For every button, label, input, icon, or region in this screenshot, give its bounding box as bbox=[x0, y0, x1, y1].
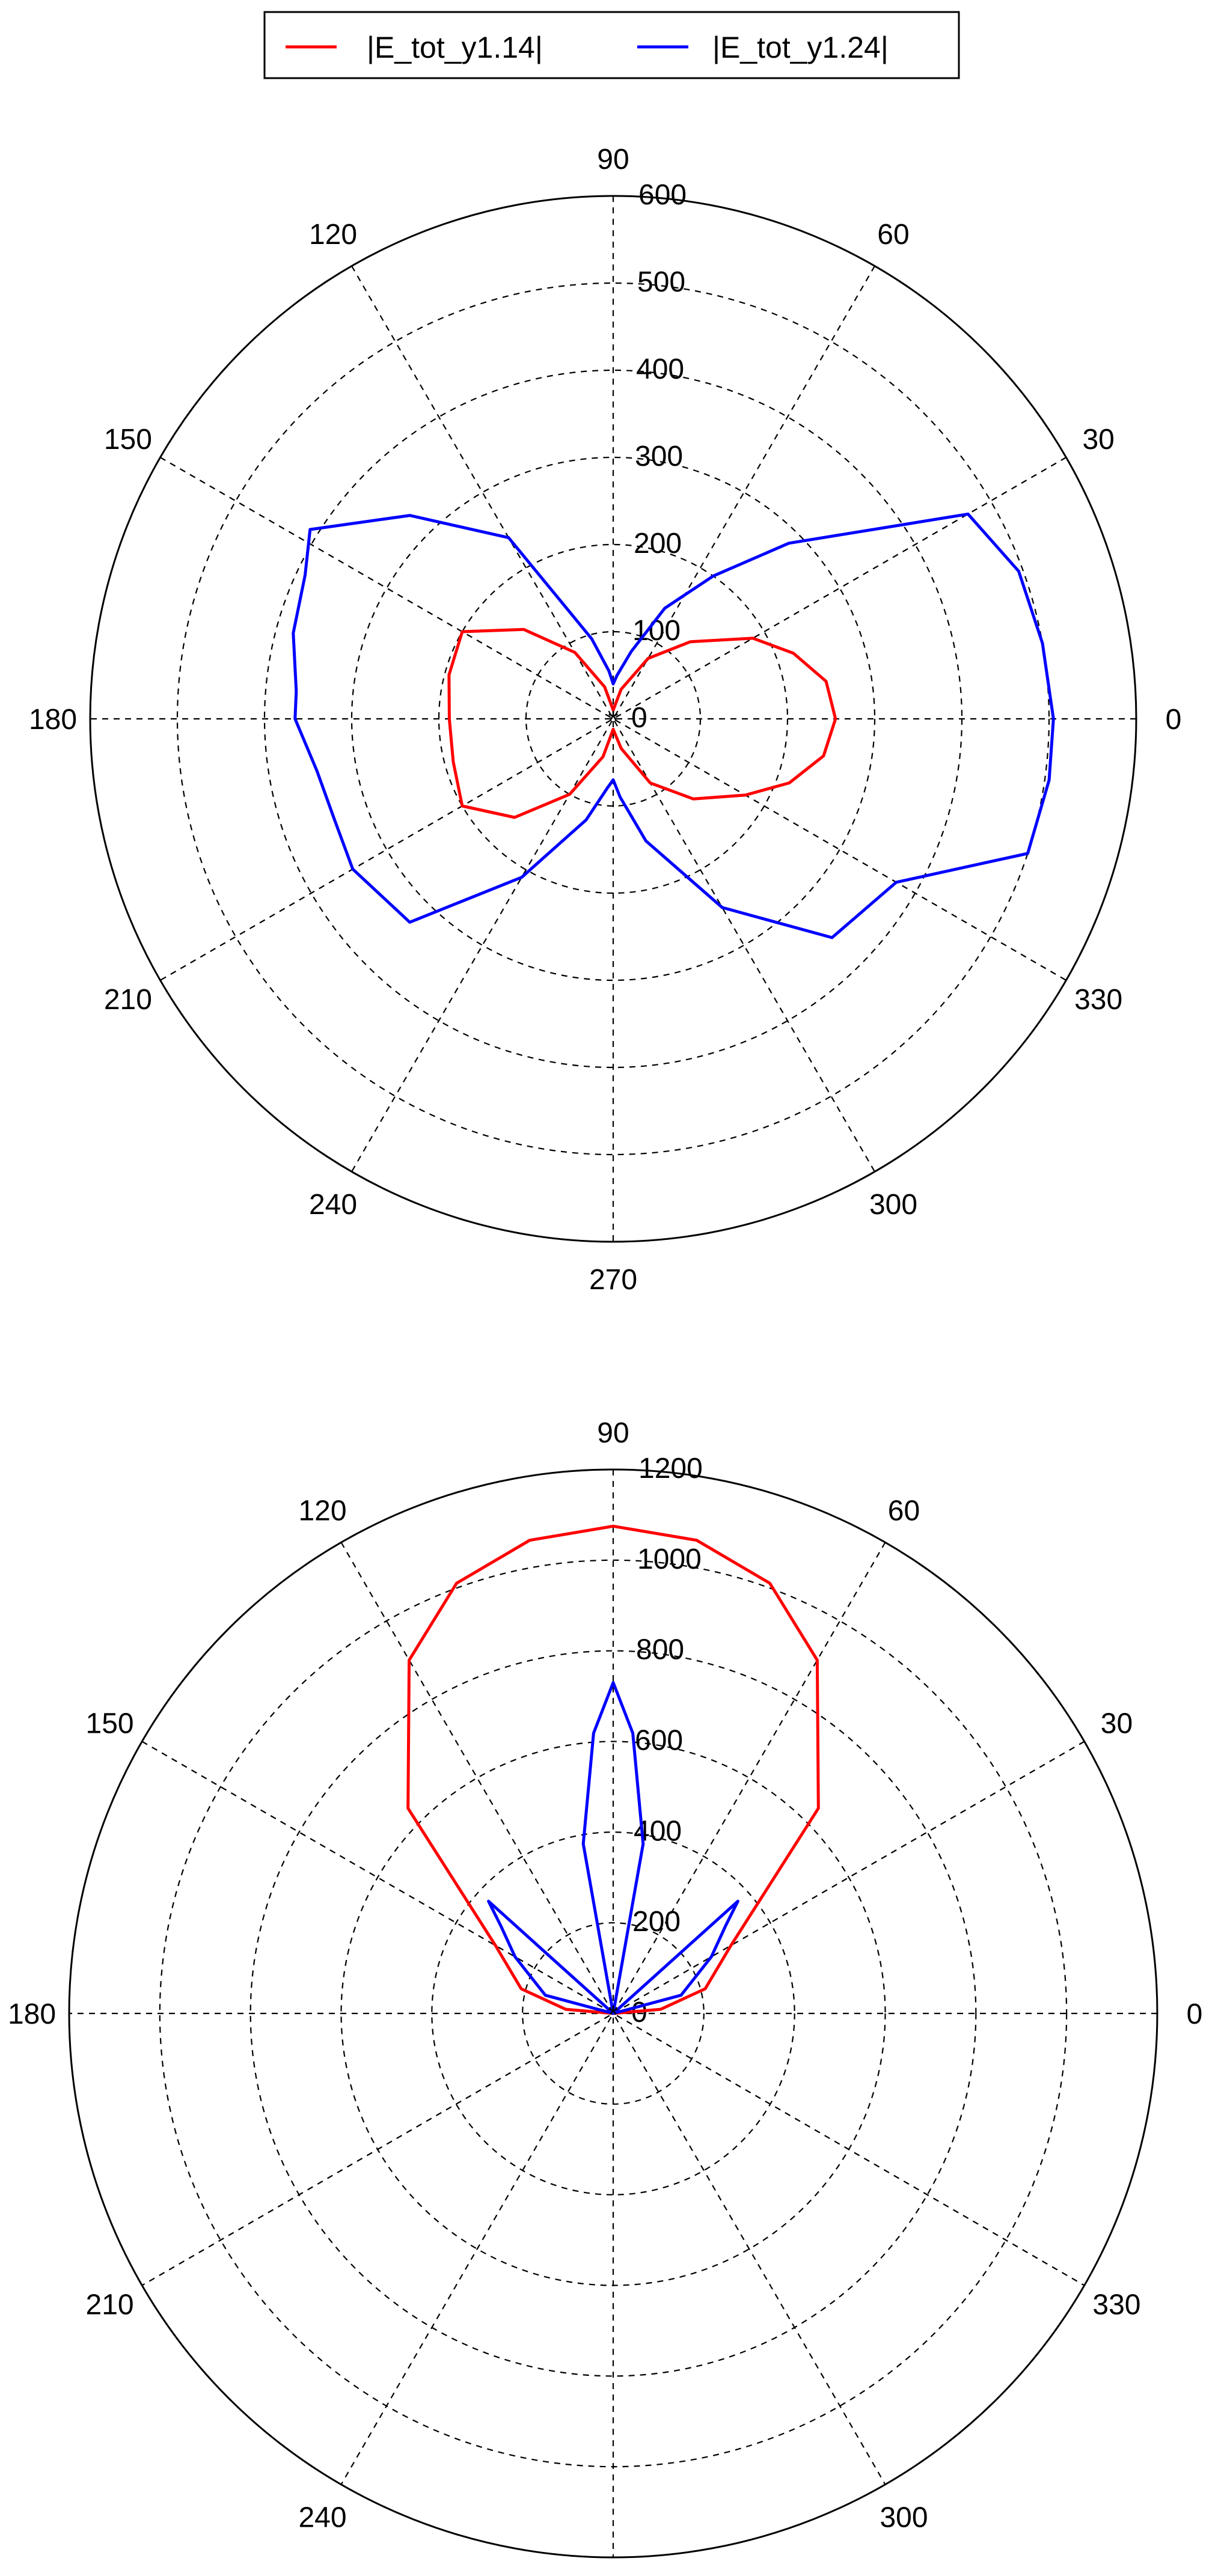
grid-ring bbox=[431, 1831, 795, 2196]
series-line-2 bbox=[487, 1681, 739, 2015]
legend: |E_tot_y1.14| |E_tot_y1.24| bbox=[263, 11, 960, 79]
angle-tick-label: 0 bbox=[1187, 1998, 1203, 2030]
angle-tick-label: 0 bbox=[1166, 704, 1182, 736]
angle-tick-label: 330 bbox=[1092, 2289, 1140, 2321]
grid-spoke bbox=[160, 457, 1066, 981]
radial-tick-label: 600 bbox=[635, 1725, 683, 1757]
grid-spoke bbox=[141, 1741, 1085, 2286]
angle-tick-label: 60 bbox=[877, 219, 909, 251]
grid-spoke bbox=[351, 266, 875, 1172]
angle-tick-label: 180 bbox=[29, 704, 77, 736]
series-line-1 bbox=[447, 627, 837, 819]
series-line-2 bbox=[292, 512, 1055, 939]
grid-ring bbox=[350, 456, 876, 981]
angle-tick-label: 240 bbox=[298, 2501, 346, 2533]
series-line-1 bbox=[406, 1524, 820, 2015]
radial-tick-label: 1200 bbox=[638, 1453, 703, 1485]
origin-marker: * bbox=[608, 2000, 618, 2030]
angle-tick-label: 180 bbox=[8, 1998, 56, 2030]
legend-label-series-1: |E_tot_y1.14| bbox=[367, 31, 543, 64]
radial-tick-label: 300 bbox=[635, 441, 683, 472]
angle-tick-label: 150 bbox=[104, 424, 152, 456]
radial-tick-label: 1000 bbox=[637, 1543, 702, 1575]
grid-spoke bbox=[141, 1741, 1085, 2286]
angle-tick-label: 90 bbox=[597, 144, 629, 175]
grid-spoke bbox=[340, 1542, 886, 2485]
angle-tick-label: 30 bbox=[1101, 1708, 1133, 1740]
angle-tick-label: 240 bbox=[309, 1189, 357, 1221]
radial-tick-label: 400 bbox=[636, 353, 684, 385]
grid-ring bbox=[522, 1922, 705, 2105]
radial-tick-label: 600 bbox=[638, 179, 687, 211]
legend-box bbox=[263, 11, 960, 79]
angle-tick-label: 300 bbox=[869, 1189, 917, 1221]
polar-chart-bottom: 0306090120150180210240270300330020040060… bbox=[8, 1417, 1203, 2559]
angle-tick-label: 30 bbox=[1082, 424, 1114, 456]
angle-tick-label: 210 bbox=[86, 2289, 134, 2321]
grid-spoke bbox=[351, 266, 875, 1172]
grid-ring bbox=[176, 282, 1050, 1156]
angle-tick-label: 300 bbox=[880, 2501, 928, 2533]
radial-tick-label: 200 bbox=[632, 1906, 681, 1938]
radial-tick-label: 200 bbox=[634, 528, 682, 560]
angle-tick-label: 90 bbox=[597, 1417, 629, 1449]
angle-tick-label: 150 bbox=[86, 1708, 134, 1740]
polar-chart-top: 0306090120150180210240270300330010020030… bbox=[29, 144, 1181, 1296]
legend-label-series-2: |E_tot_y1.24| bbox=[712, 31, 889, 64]
angle-tick-label: 60 bbox=[888, 1495, 920, 1527]
grid-ring bbox=[249, 1650, 977, 2377]
angle-tick-label: 120 bbox=[309, 219, 357, 251]
origin-marker: * bbox=[608, 706, 618, 735]
angle-tick-label: 120 bbox=[298, 1495, 346, 1527]
grid-spoke bbox=[160, 457, 1066, 981]
angle-tick-label: 330 bbox=[1074, 984, 1122, 1016]
radial-tick-label: 500 bbox=[637, 266, 685, 298]
radial-tick-label: 800 bbox=[636, 1634, 684, 1666]
radial-tick-label: 0 bbox=[631, 702, 647, 734]
angle-tick-label: 210 bbox=[104, 984, 152, 1016]
grid-spoke bbox=[340, 1542, 886, 2485]
angle-tick-label: 270 bbox=[589, 1264, 637, 1296]
